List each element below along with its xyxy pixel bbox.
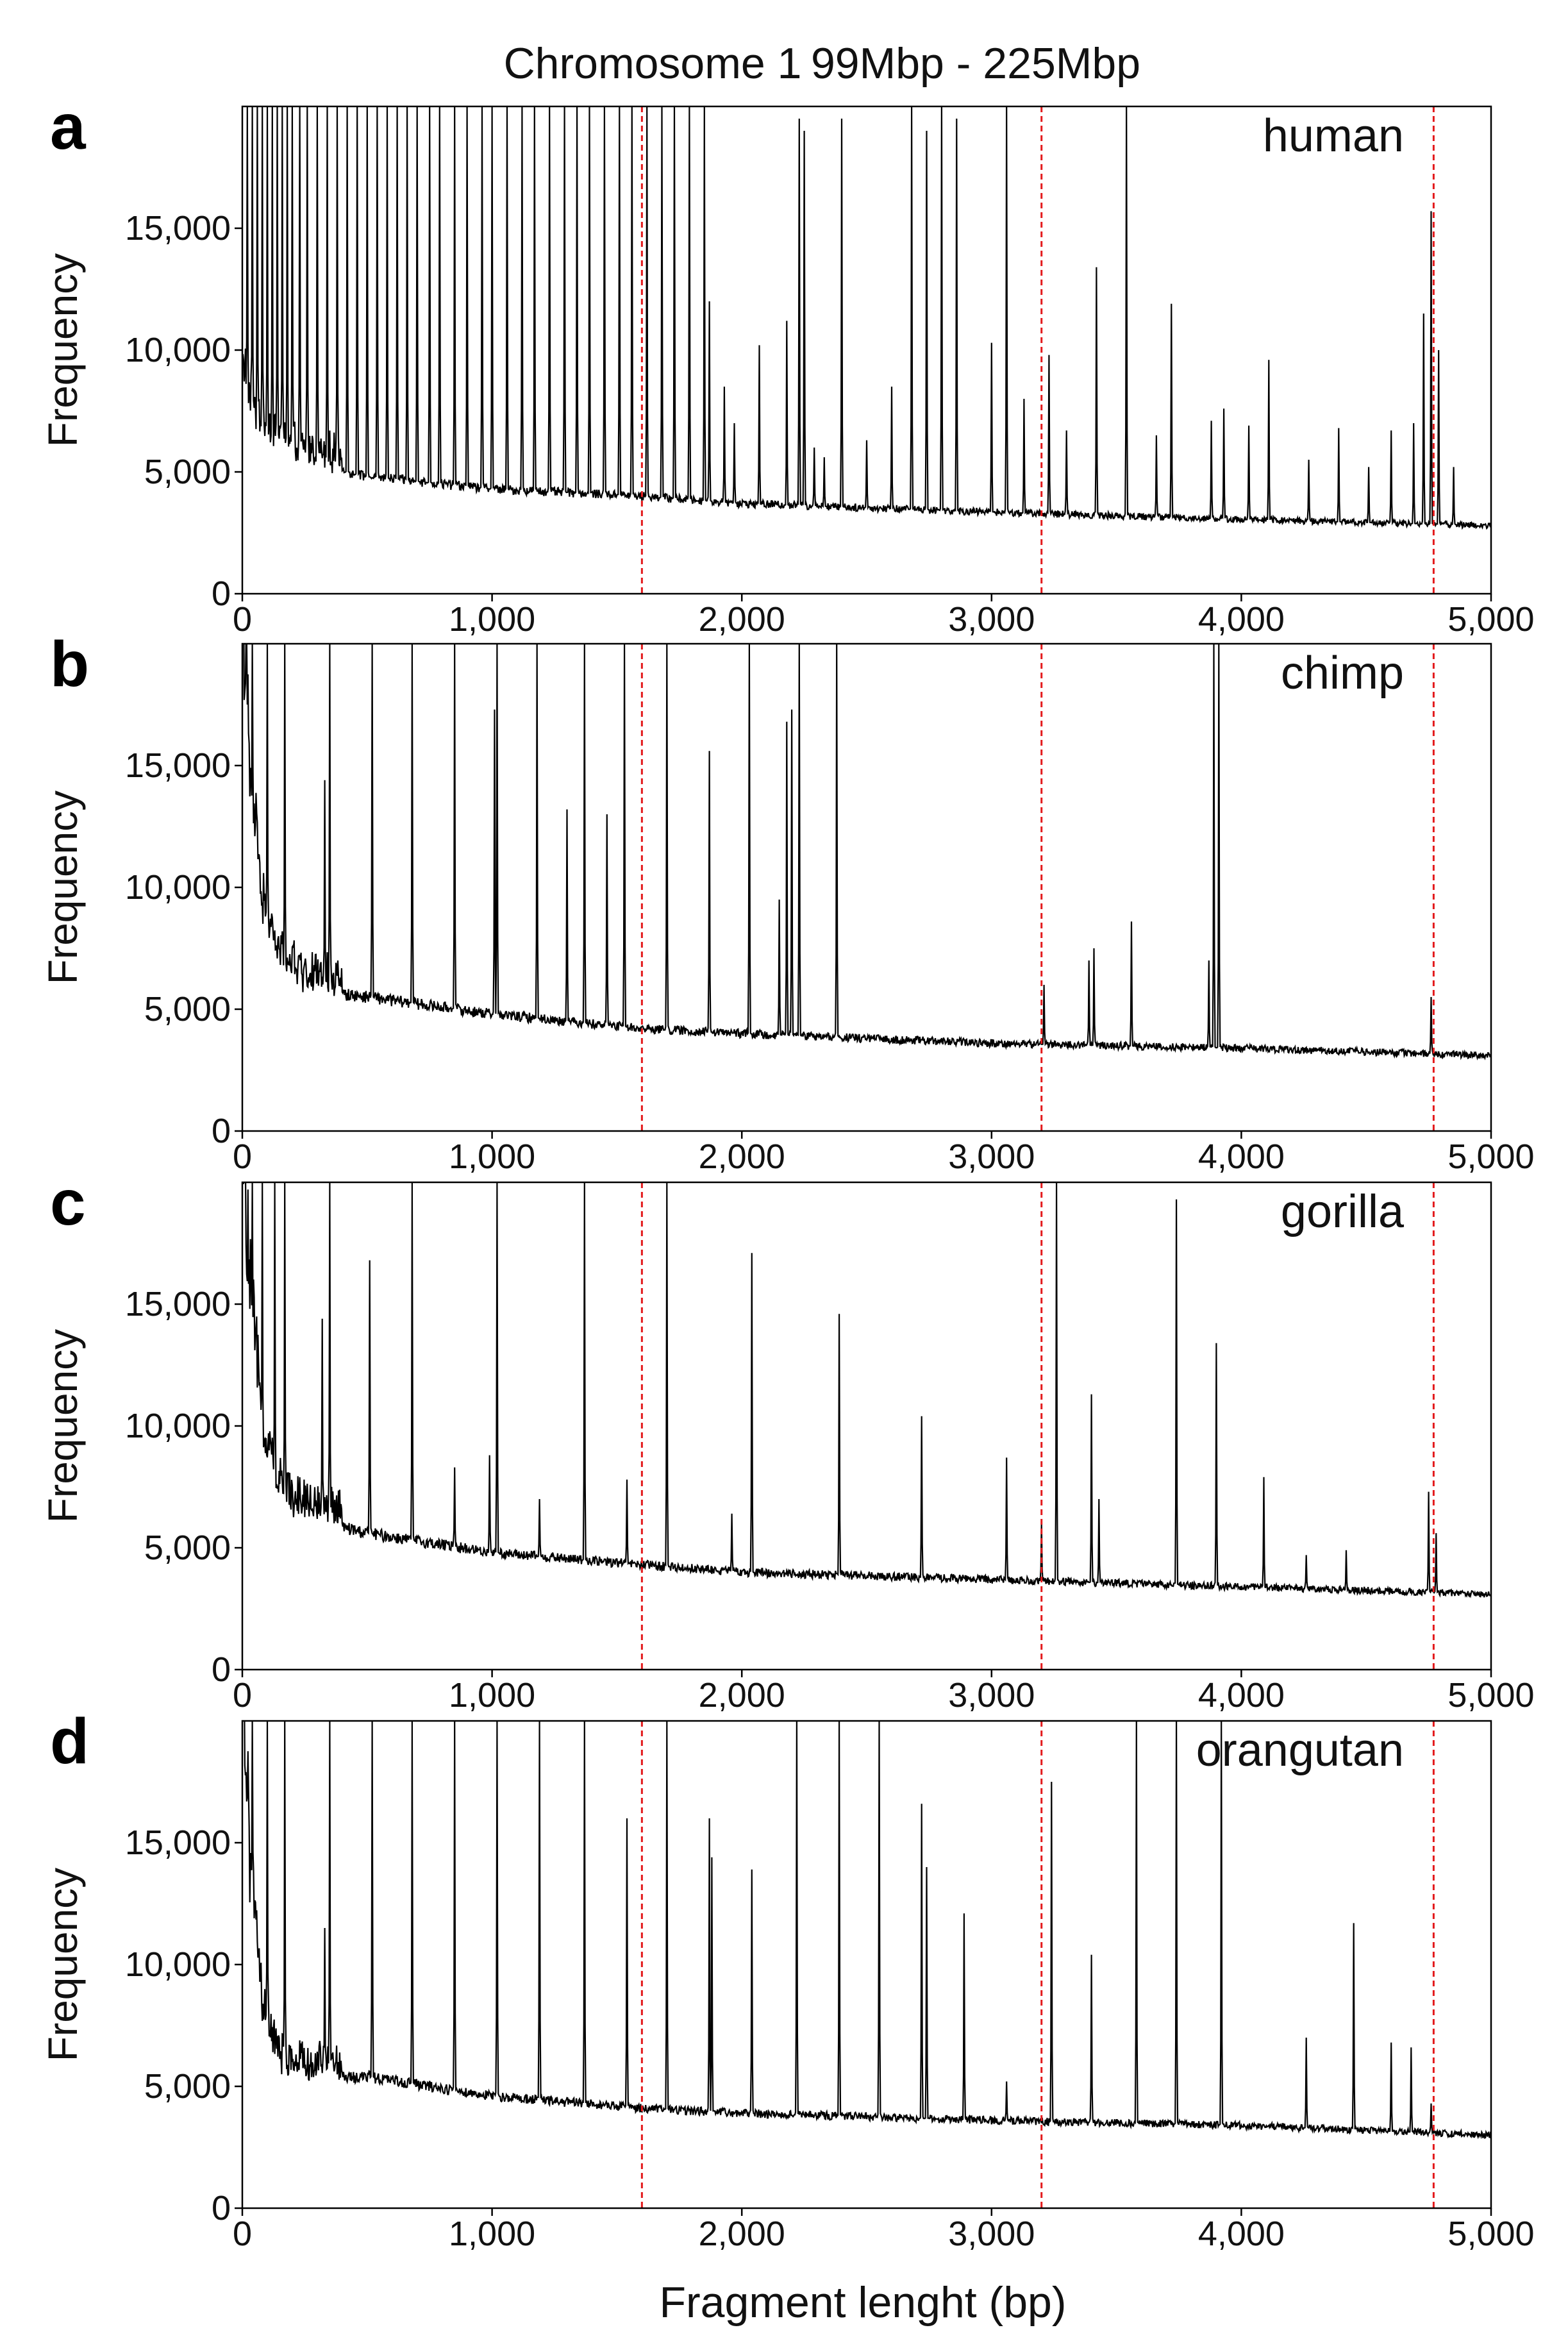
y-tick-label: 15,000	[125, 746, 231, 785]
x-tick-label: 1,000	[449, 600, 535, 639]
species-label: chimp	[1281, 648, 1404, 699]
x-tick-label: 4,000	[1198, 2215, 1285, 2253]
plot-background	[242, 106, 1491, 594]
y-tick-label: 15,000	[125, 1823, 231, 1862]
x-tick-label: 3,000	[948, 1676, 1035, 1714]
x-tick-label: 4,000	[1198, 600, 1285, 639]
y-tick-label: 10,000	[125, 868, 231, 907]
y-tick-label: 5,000	[144, 2067, 231, 2106]
y-tick-label: 15,000	[125, 209, 231, 247]
panel-letter: a	[50, 91, 87, 163]
x-tick-label: 0	[233, 1137, 252, 1176]
x-tick-label: 2,000	[699, 1676, 785, 1714]
x-tick-label: 4,000	[1198, 1137, 1285, 1176]
x-tick-label: 2,000	[699, 600, 785, 639]
x-tick-label: 0	[233, 600, 252, 639]
x-tick-label: 4,000	[1198, 1676, 1285, 1714]
y-axis-label: Frequency	[40, 1868, 86, 2061]
panel-a: 0 5,000 10,000 15,000 0 1,000 2,000 3,000 4,000 5…	[40, 91, 1535, 639]
species-label: orangutan	[1196, 1725, 1404, 1776]
figure-title-chromosome: Chromosome 1	[504, 39, 802, 88]
y-tick-label: 0	[212, 1650, 231, 1689]
y-tick-label: 0	[212, 2189, 231, 2227]
series-line-gorilla	[242, 1182, 1491, 1598]
x-tick-label: 0	[233, 2215, 252, 2253]
y-axis-label: Frequency	[40, 1329, 86, 1523]
x-tick-label: 5,000	[1447, 600, 1534, 639]
x-tick-label: 3,000	[948, 1137, 1035, 1176]
x-tick-label: 5,000	[1447, 1676, 1534, 1714]
plot-background	[242, 1721, 1491, 2208]
x-tick-label: 0	[233, 1676, 252, 1714]
plot-background	[242, 644, 1491, 1131]
x-tick-label: 1,000	[449, 2215, 535, 2253]
panel-letter: c	[50, 1167, 86, 1239]
x-tick-label: 1,000	[449, 1137, 535, 1176]
species-label: human	[1263, 110, 1404, 162]
y-tick-label: 5,000	[144, 990, 231, 1028]
y-tick-label: 10,000	[125, 1945, 231, 1984]
series-line-orangutan	[244, 1721, 1491, 2140]
y-axis-label: Frequency	[40, 791, 86, 984]
series-line-chimp	[243, 644, 1491, 1060]
x-tick-label: 5,000	[1447, 2215, 1534, 2253]
figure-title-range: 99Mbp - 225Mbp	[811, 39, 1140, 88]
x-tick-label: 2,000	[699, 1137, 785, 1176]
x-tick-label: 3,000	[948, 2215, 1035, 2253]
y-tick-label: 15,000	[125, 1285, 231, 1323]
y-tick-label: 5,000	[144, 453, 231, 491]
species-label: gorilla	[1281, 1186, 1405, 1237]
panel-b: 0 5,000 10,000 15,000 0 1,000 2,000 3,000 4,000 5…	[40, 628, 1535, 1176]
y-tick-label: 5,000	[144, 1529, 231, 1567]
y-tick-label: 0	[212, 574, 231, 613]
x-tick-label: 5,000	[1447, 1137, 1534, 1176]
y-tick-label: 10,000	[125, 331, 231, 369]
panels-group: 0 5,000 10,000 15,000 0 1,000 2,000 3,000 4,000 5…	[40, 91, 1535, 2253]
panel-letter: d	[50, 1706, 89, 1777]
series-line-human	[242, 106, 1491, 530]
panel-d: 0 5,000 10,000 15,000 0 1,000 2,000 3,000 4,000 5…	[40, 1706, 1535, 2253]
y-axis-label: Frequency	[40, 253, 86, 447]
panel-c: 0 5,000 10,000 15,000 0 1,000 2,000 3,000 4,000 5…	[40, 1167, 1535, 1714]
y-tick-label: 10,000	[125, 1407, 231, 1445]
x-axis-label: Fragment lenght (bp)	[660, 2278, 1067, 2327]
x-tick-label: 2,000	[699, 2215, 785, 2253]
panel-letter: b	[50, 628, 89, 700]
x-tick-label: 1,000	[449, 1676, 535, 1714]
plot-background	[242, 1182, 1491, 1670]
x-tick-label: 3,000	[948, 600, 1035, 639]
y-tick-label: 0	[212, 1112, 231, 1150]
